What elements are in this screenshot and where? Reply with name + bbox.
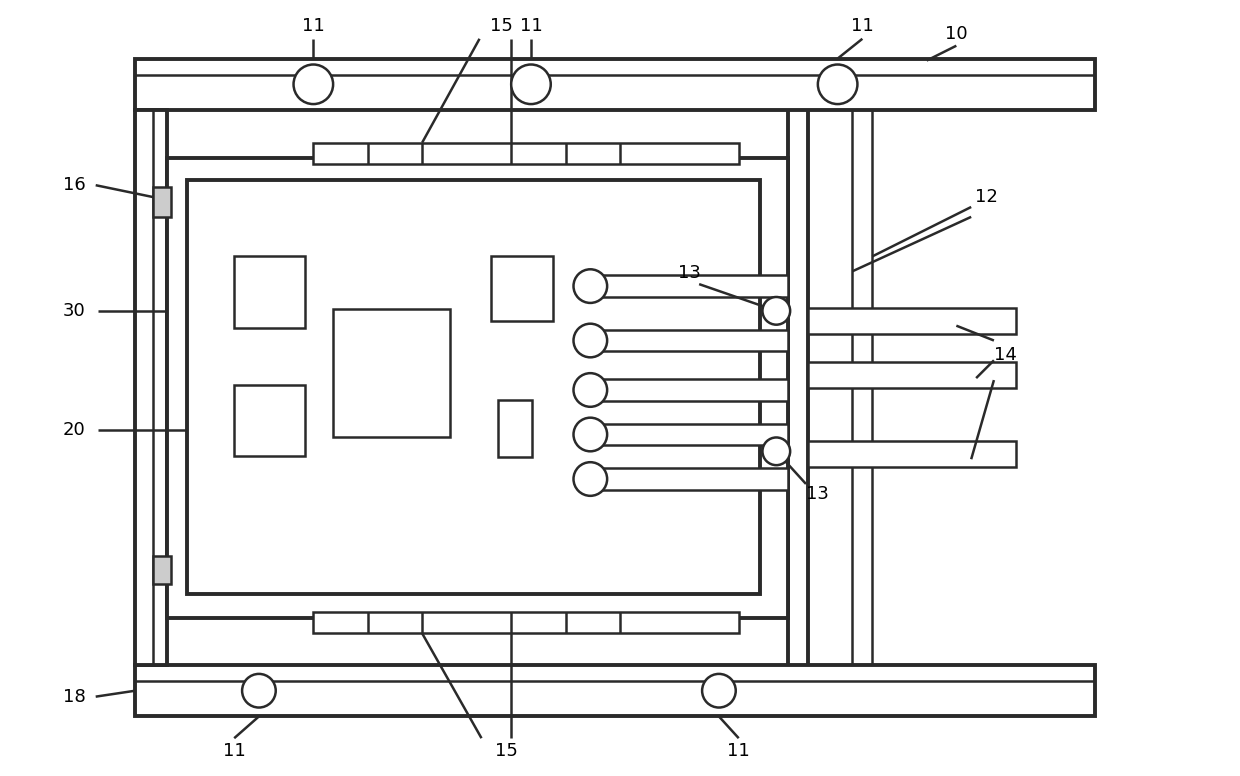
Bar: [234, 256, 305, 327]
Text: 12: 12: [975, 188, 997, 206]
Text: 11: 11: [851, 17, 874, 35]
Bar: [603, 379, 789, 401]
Bar: [135, 665, 1095, 716]
Circle shape: [574, 373, 608, 407]
Circle shape: [242, 674, 275, 708]
Bar: [808, 308, 1016, 334]
Bar: [135, 58, 1095, 110]
Text: 11: 11: [520, 17, 542, 35]
Bar: [603, 424, 789, 445]
Circle shape: [702, 674, 735, 708]
Circle shape: [574, 324, 608, 357]
Bar: [314, 143, 739, 165]
Bar: [603, 330, 789, 352]
Bar: [153, 556, 171, 584]
Bar: [491, 256, 553, 320]
Bar: [808, 362, 1016, 388]
Text: 15: 15: [490, 17, 512, 35]
Bar: [498, 400, 532, 457]
Bar: [187, 180, 760, 594]
Bar: [135, 110, 167, 665]
Circle shape: [294, 64, 334, 104]
Text: 14: 14: [994, 346, 1017, 365]
Text: 18: 18: [62, 688, 86, 705]
Text: 11: 11: [223, 742, 246, 760]
Text: 16: 16: [62, 176, 86, 194]
Text: 20: 20: [62, 421, 86, 438]
Text: 11: 11: [728, 742, 750, 760]
Text: 13: 13: [678, 265, 701, 282]
Circle shape: [818, 64, 857, 104]
Text: 10: 10: [945, 25, 967, 43]
Circle shape: [574, 269, 608, 303]
Bar: [603, 275, 789, 297]
Circle shape: [511, 64, 551, 104]
Text: 13: 13: [806, 485, 830, 503]
Bar: [808, 442, 1016, 467]
Circle shape: [763, 297, 790, 324]
Text: 11: 11: [303, 17, 325, 35]
Bar: [314, 611, 739, 633]
Bar: [167, 158, 789, 618]
Circle shape: [763, 438, 790, 465]
Circle shape: [574, 462, 608, 496]
Bar: [234, 385, 305, 456]
Bar: [334, 309, 450, 438]
Text: 15: 15: [495, 742, 517, 760]
Text: 30: 30: [62, 302, 86, 320]
Bar: [603, 468, 789, 490]
Circle shape: [574, 417, 608, 452]
Bar: [153, 187, 171, 217]
